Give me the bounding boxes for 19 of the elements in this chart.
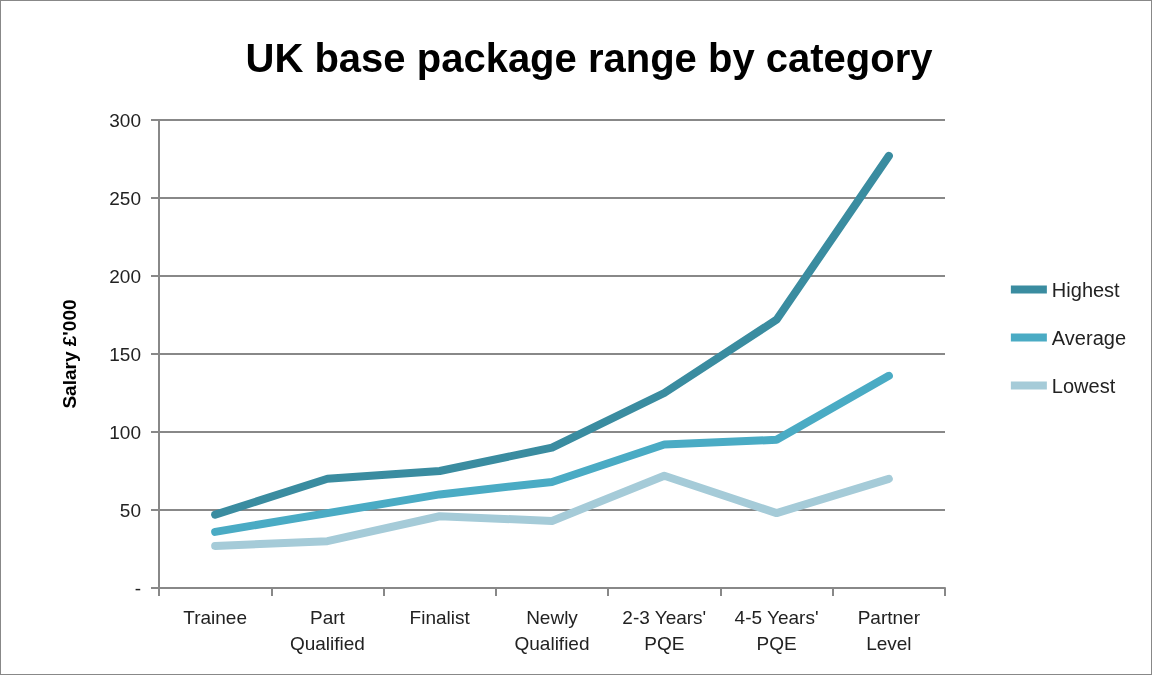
chart-title: UK base package range by category bbox=[245, 36, 934, 80]
y-tick-label: 250 bbox=[109, 187, 141, 209]
x-tick-label: Trainee bbox=[183, 606, 247, 628]
y-tick-label: 50 bbox=[119, 499, 141, 521]
x-tick-label: 2-3 Years' PQE bbox=[622, 606, 707, 654]
legend-label: Highest bbox=[1051, 278, 1121, 301]
y-tick-label: 200 bbox=[109, 265, 141, 287]
x-tick-label: Partner Level bbox=[857, 606, 921, 654]
x-tick-label: Finalist bbox=[409, 606, 471, 628]
y-tick-label: 300 bbox=[109, 109, 141, 131]
y-tick-label: 100 bbox=[109, 421, 141, 443]
legend-label: Lowest bbox=[1051, 374, 1116, 397]
y-tick-label: 150 bbox=[109, 343, 141, 365]
legend-label: Average bbox=[1051, 326, 1127, 349]
y-tick-label: - bbox=[134, 577, 141, 599]
x-tick-label: Part Qualified bbox=[289, 606, 365, 654]
x-tick-label: 4-5 Years' PQE bbox=[734, 606, 819, 654]
x-tick-label: Newly Qualified bbox=[514, 606, 590, 654]
y-axis-title: Salary £'000 bbox=[59, 299, 80, 409]
